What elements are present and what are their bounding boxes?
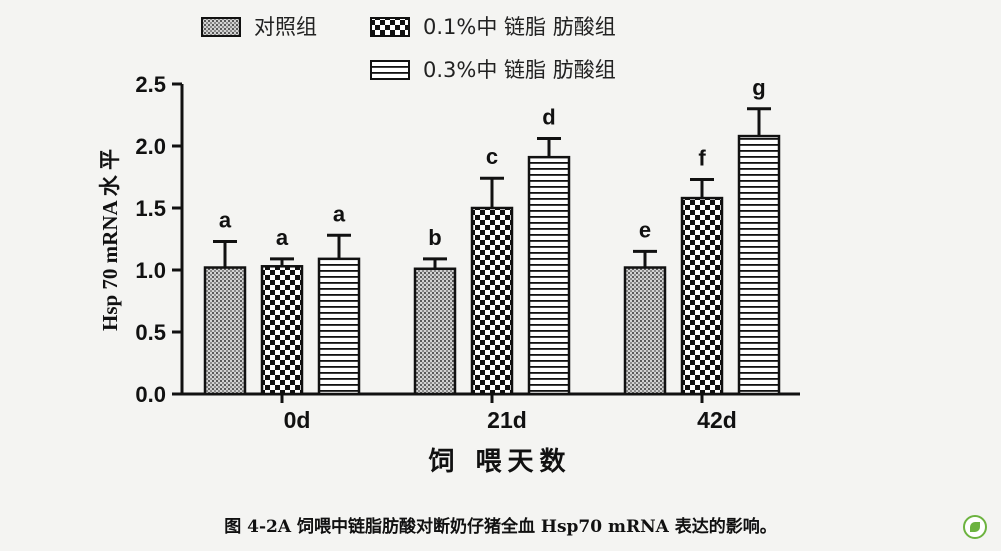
legend-swatch (370, 60, 410, 80)
bar-chart: 对照组 0.1%中 链脂 肪酸组 0.3%中 链脂 肪酸组 0.0 0.5 1.0 1.5… (98, 15, 800, 477)
legend-entry: 对照组 (254, 15, 317, 39)
significance-label: a (333, 201, 346, 226)
y-tick-label: 2.0 (135, 134, 166, 159)
bar (680, 196, 724, 396)
y-tick-label: 0.0 (135, 382, 166, 407)
bar (737, 134, 781, 396)
x-category-label: 0d (284, 407, 311, 433)
legend-entry: 0.1%中 链脂 肪酸组 (423, 15, 616, 39)
bar (470, 206, 514, 396)
bar (317, 257, 361, 396)
x-category-label: 21d (487, 407, 527, 433)
significance-label: a (219, 207, 232, 232)
legend-swatch (201, 17, 241, 37)
x-axis-label: 饲 喂天数 (427, 447, 571, 477)
legend-swatch (370, 17, 410, 37)
bar (260, 265, 304, 396)
leaf-logo-icon (963, 515, 987, 539)
figure-caption: 图 4-2A 饲喂中链脂肪酸对断奶仔猪全血 Hsp70 mRNA 表达的影响。 (224, 517, 777, 537)
significance-label: g (752, 75, 765, 100)
y-tick-label: 2.5 (135, 72, 166, 97)
significance-label: e (639, 217, 651, 242)
y-tick-label: 1.5 (135, 196, 166, 221)
x-category-label: 42d (697, 407, 737, 433)
chart-legend: 对照组 0.1%中 链脂 肪酸组 0.3%中 链脂 肪酸组 (201, 15, 616, 82)
legend-entry: 0.3%中 链脂 肪酸组 (423, 58, 616, 82)
chart-bars: a a a b c d e f g (203, 75, 781, 396)
y-tick-label: 0.5 (135, 320, 166, 345)
bar (623, 266, 667, 396)
significance-label: a (276, 225, 289, 250)
significance-label: b (428, 225, 441, 250)
significance-label: c (486, 144, 498, 169)
bar (527, 155, 571, 396)
significance-label: f (698, 145, 706, 170)
y-axis-label: Hsp 70 mRNA 水 平 (98, 149, 122, 331)
bar (413, 267, 457, 396)
significance-label: d (542, 105, 555, 130)
bar (203, 266, 247, 396)
y-tick-label: 1.0 (135, 258, 166, 283)
